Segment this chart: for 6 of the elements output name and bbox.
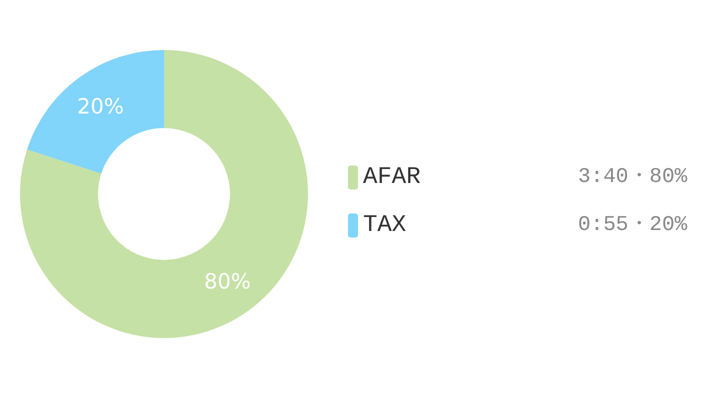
text: 0:55・20% (578, 214, 688, 237)
legend-label: AFAR (363, 164, 421, 191)
data-label: 20% (77, 94, 124, 119)
data-label: 80% (204, 269, 251, 294)
text: 3:40・80% (578, 166, 688, 189)
legend-label: TAX (363, 212, 406, 239)
